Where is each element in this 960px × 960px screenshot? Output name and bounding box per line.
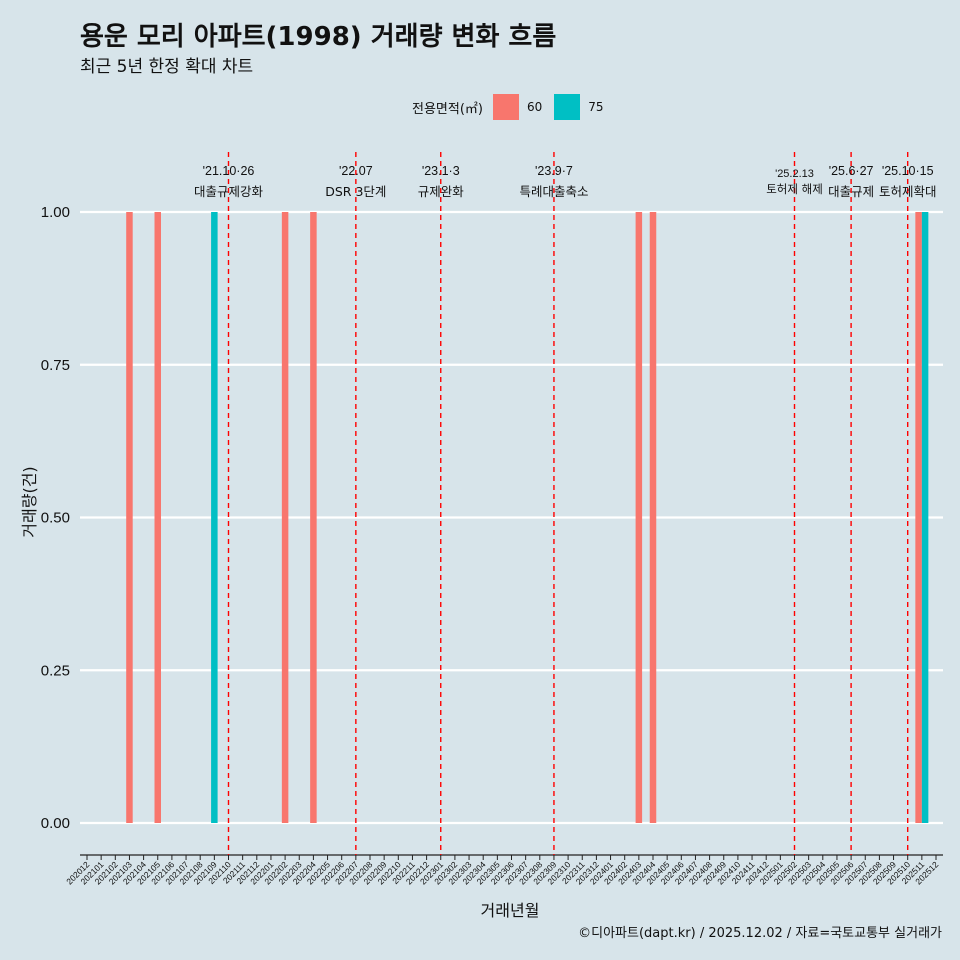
bar-60-202404 xyxy=(649,212,657,823)
event-date: '22.07 xyxy=(339,164,373,178)
event-date: '23.1·3 xyxy=(422,164,460,178)
event-label: 규제완화 xyxy=(418,184,465,199)
legend-title: 전용면적(㎡) xyxy=(412,101,483,117)
event-date: '25.10·15 xyxy=(882,164,934,178)
bar-60-202511 xyxy=(915,212,922,823)
y-tick-label: 0.25 xyxy=(41,662,70,679)
event-date: '25.2.13 xyxy=(775,168,814,180)
legend-label-60: 60 xyxy=(526,100,543,114)
y-axis-label: 거래량(건) xyxy=(20,466,39,538)
bar-60-202403 xyxy=(635,212,643,823)
y-tick-label: 0.75 xyxy=(41,357,70,374)
event-label: 대출규제강화 xyxy=(194,184,264,199)
bar-75-202109 xyxy=(211,212,218,823)
bar-60-202103 xyxy=(126,212,133,823)
y-tick-label: 0.50 xyxy=(41,510,70,527)
y-tick-label: 1.00 xyxy=(41,204,70,221)
event-date: '21.10·26 xyxy=(203,164,255,178)
bar-60-202202 xyxy=(281,212,289,823)
event-label: 대출규제 xyxy=(828,184,874,199)
event-label: 특례대출축소 xyxy=(519,184,588,199)
legend: 전용면적(㎡) 60 75 xyxy=(412,92,616,122)
legend-label-75: 75 xyxy=(588,100,604,114)
y-tick-label: 0.00 xyxy=(41,815,70,832)
event-label: 토허제확대 xyxy=(879,184,937,199)
chart-title: 용운 모리 아파트(1998) 거래량 변화 흐름 xyxy=(80,22,557,52)
event-date: '25.6·27 xyxy=(829,164,874,178)
legend-swatch-75 xyxy=(554,94,581,120)
caption: ©디아파트(dapt.kr) / 2025.12.02 / 자료=국토교통부 실… xyxy=(578,926,942,941)
event-label: 토허제 해제 xyxy=(766,182,823,196)
x-axis-label: 거래년월 xyxy=(480,901,540,920)
bar-60-202105 xyxy=(154,212,161,823)
event-label: DSR 3단계 xyxy=(325,184,386,199)
legend-swatch-60 xyxy=(492,94,519,120)
bar-75-202511 xyxy=(921,212,929,823)
chart-subtitle: 최근 5년 한정 확대 차트 xyxy=(80,57,254,77)
event-date: '23.9·7 xyxy=(535,164,573,178)
bar-60-202204 xyxy=(310,212,317,823)
